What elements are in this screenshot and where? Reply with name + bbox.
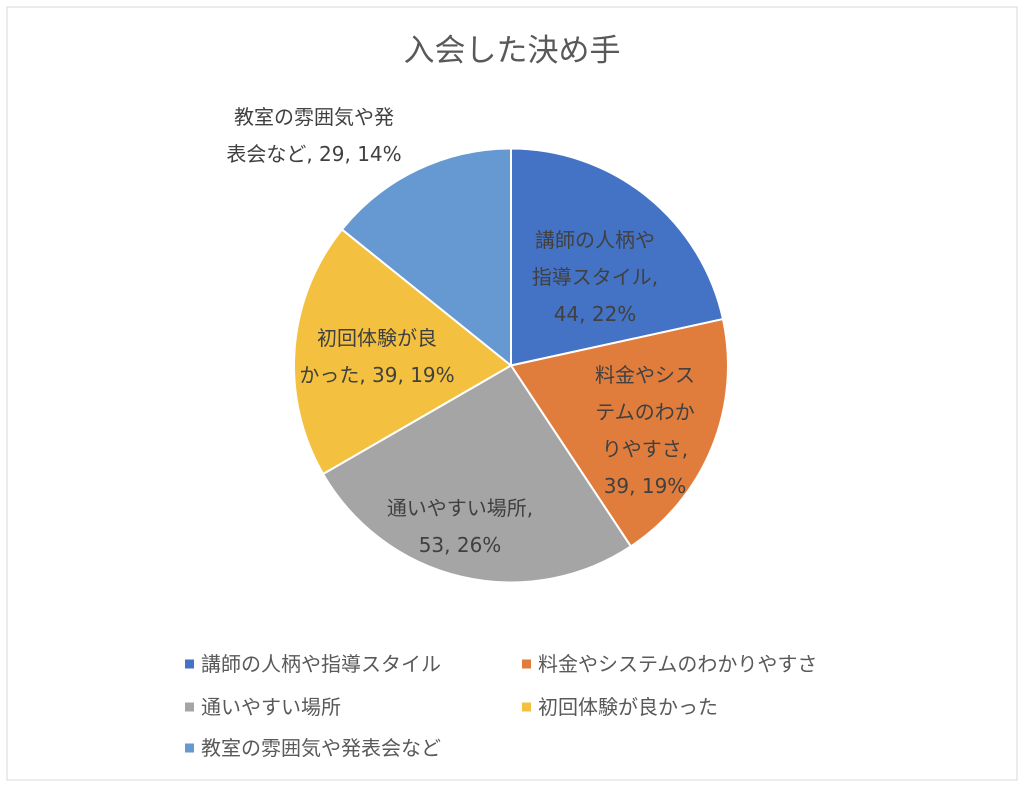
data-label-5: 教室の雰囲気や発表会など, 29, 14%: [226, 105, 401, 166]
pie: [293, 147, 730, 584]
legend-label: 通いやすい場所: [201, 695, 341, 719]
legend-item: 通いやすい場所: [185, 695, 341, 719]
data-label-line: かった, 39, 19%: [299, 363, 454, 387]
data-label-line: 39, 19%: [604, 474, 687, 498]
legend-label: 教室の雰囲気や発表会など: [201, 736, 441, 760]
data-label-3: 通いやすい場所, 53, 26%: [387, 496, 533, 557]
data-label-line: 44, 22%: [554, 302, 637, 326]
data-label-line: 教室の雰囲気や発: [234, 105, 394, 129]
legend-item: 料金やシステムのわかりやすさ: [522, 652, 817, 676]
legend-item: 教室の雰囲気や発表会など: [185, 736, 441, 760]
legend-label: 料金やシステムのわかりやすさ: [538, 652, 817, 676]
data-label-line: 通いやすい場所,: [387, 496, 533, 520]
data-label-4: 初回体験が良かった, 39, 19%: [299, 326, 454, 387]
data-label-line: 表会など, 29, 14%: [226, 142, 401, 166]
legend-label: 初回体験が良かった: [538, 695, 718, 719]
data-label-line: りやすさ,: [602, 437, 688, 461]
pie-slice-5: [340, 147, 512, 367]
pie-slice-1: [510, 147, 724, 367]
data-label-line: テムのわか: [595, 400, 694, 424]
legend-swatch: [185, 702, 194, 712]
pie-slice-2: [510, 318, 730, 548]
data-label-1: 講師の人柄や指導スタイル, 44, 22%: [532, 228, 658, 326]
chart-title: 入会した決め手: [404, 33, 621, 69]
legend-label: 講師の人柄や指導スタイル: [201, 652, 441, 676]
data-label-line: 講師の人柄や: [535, 228, 655, 252]
data-label-line: 53, 26%: [419, 533, 502, 557]
legend-swatch: [185, 659, 194, 669]
data-label-2: 料金やシステムのわかりやすさ, 39, 19%: [595, 363, 695, 498]
data-labels: 講師の人柄や指導スタイル, 44, 22% 料金やシステムのわかりやすさ, 39, 1…: [226, 105, 695, 557]
legend-swatch: [522, 659, 531, 669]
legend-item: 初回体験が良かった: [522, 695, 718, 719]
legend-swatch: [185, 743, 194, 753]
pie-slice-4: [293, 228, 512, 475]
data-label-line: 料金やシス: [595, 363, 695, 387]
data-label-line: 初回体験が良: [317, 326, 437, 350]
legend-swatch: [522, 702, 531, 712]
data-label-line: 指導スタイル,: [532, 265, 658, 289]
pie-slice-3: [322, 364, 632, 584]
legend-item: 講師の人柄や指導スタイル: [185, 652, 441, 676]
